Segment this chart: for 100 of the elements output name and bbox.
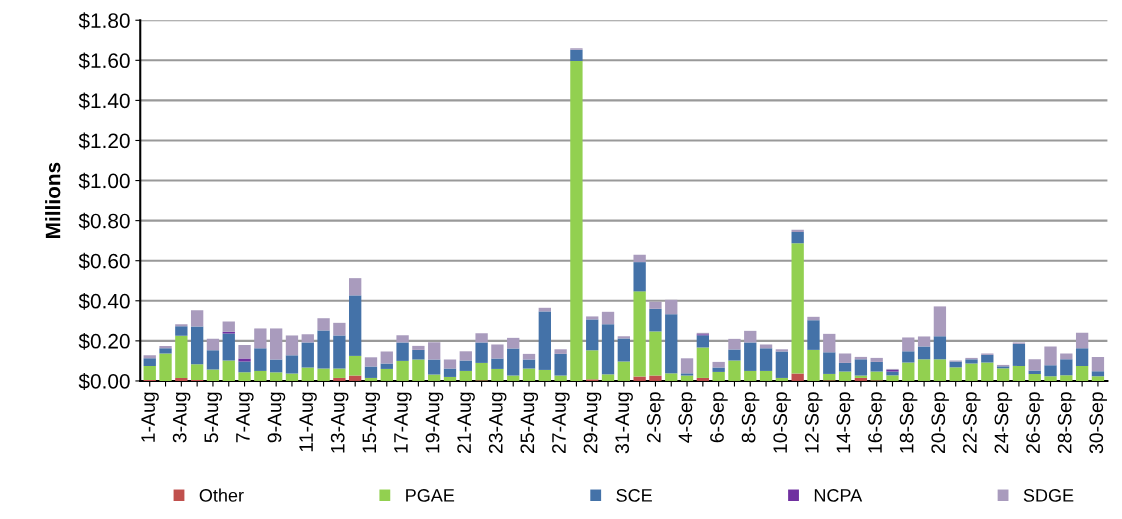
y-tick-label: $1.00 <box>78 172 130 190</box>
bar <box>412 359 425 381</box>
bar <box>538 369 551 381</box>
bar <box>586 319 599 351</box>
legend-label: SCE <box>616 489 652 502</box>
bar <box>570 60 583 381</box>
bar <box>364 377 378 381</box>
bar <box>680 373 694 376</box>
bar <box>665 314 678 374</box>
bar <box>870 371 883 381</box>
bar <box>823 373 836 381</box>
bar <box>270 372 283 381</box>
bar <box>412 345 425 350</box>
bar <box>190 364 204 380</box>
y-tick-label: $1.20 <box>78 132 130 150</box>
bar <box>1091 371 1105 377</box>
bar <box>206 350 220 370</box>
bar <box>917 359 931 381</box>
bar <box>554 353 567 376</box>
bar <box>364 357 378 367</box>
bar <box>665 299 678 315</box>
bar <box>491 344 504 359</box>
bar <box>601 374 615 381</box>
bar <box>1075 348 1089 366</box>
x-tick-label: 27-Aug <box>552 392 570 454</box>
x-tick-label: 1-Aug <box>141 392 159 442</box>
x-tick-label: 24-Sep <box>994 392 1013 454</box>
bar <box>696 335 710 348</box>
bar <box>759 348 773 371</box>
bar <box>728 338 741 350</box>
bar <box>902 351 915 363</box>
bar <box>870 361 883 372</box>
bar <box>285 355 299 374</box>
bar <box>380 363 393 369</box>
bar <box>317 330 330 369</box>
bar <box>459 360 472 371</box>
bar <box>586 316 599 320</box>
bar <box>838 362 852 372</box>
bar <box>601 311 615 325</box>
bar <box>696 377 710 381</box>
bar <box>459 370 472 381</box>
bar <box>1044 376 1057 381</box>
y-tick-label: $1.60 <box>78 52 130 70</box>
bar <box>206 369 220 381</box>
x-tick-label: 18-Sep <box>899 392 918 453</box>
bar <box>1091 356 1105 372</box>
bar <box>996 368 1010 381</box>
bar <box>854 359 868 376</box>
legend-label: Other <box>199 488 244 502</box>
y-tick-label: $0.60 <box>78 252 130 270</box>
bar <box>175 324 188 327</box>
legend-label: SDGE <box>1023 489 1074 502</box>
bar <box>981 362 994 381</box>
bar <box>744 370 757 381</box>
bar <box>380 351 393 364</box>
bar <box>238 344 251 359</box>
x-tick-label: 5-Aug <box>204 392 223 443</box>
bar <box>349 278 362 296</box>
bar <box>965 359 978 364</box>
bar <box>238 358 251 362</box>
bar <box>428 374 441 381</box>
x-tick-label: 19-Aug <box>425 392 444 453</box>
y-tick-label: $1.40 <box>78 92 130 110</box>
bar <box>728 360 741 381</box>
bar <box>586 350 599 380</box>
bar <box>838 371 852 381</box>
bar <box>159 348 172 354</box>
bar <box>317 318 330 331</box>
x-tick-label: 26-Sep <box>1026 392 1044 454</box>
bar <box>159 353 172 381</box>
bar <box>1060 375 1073 381</box>
bar <box>459 351 472 361</box>
x-tick-label: 14-Sep <box>836 392 855 453</box>
x-tick-label: 23-Aug <box>488 392 507 454</box>
bar <box>1091 376 1105 381</box>
bar <box>870 357 883 362</box>
x-tick-label: 10-Sep <box>773 392 791 453</box>
bar <box>1060 359 1073 376</box>
bar <box>491 358 504 369</box>
x-tick-label: 22-Sep <box>962 392 981 454</box>
bar <box>443 376 457 381</box>
x-tick-label: 20-Sep <box>931 392 949 454</box>
bar <box>1028 359 1041 371</box>
y-tick-label: $0.20 <box>78 332 130 350</box>
bar <box>570 49 583 61</box>
x-tick-label: 21-Aug <box>457 392 475 454</box>
bar <box>301 334 314 343</box>
bar <box>744 330 757 343</box>
bar <box>507 375 520 381</box>
bar <box>965 363 978 381</box>
bar <box>649 375 662 381</box>
y-tick-label: $1.80 <box>78 12 130 30</box>
bar <box>712 367 725 372</box>
legend-label: PGAE <box>406 489 455 502</box>
bar <box>143 358 156 366</box>
bar <box>838 353 852 363</box>
bar <box>775 351 789 378</box>
x-tick-label: 6-Sep <box>710 392 728 443</box>
bar <box>443 359 457 369</box>
x-tick-label: 16-Sep <box>868 392 886 453</box>
